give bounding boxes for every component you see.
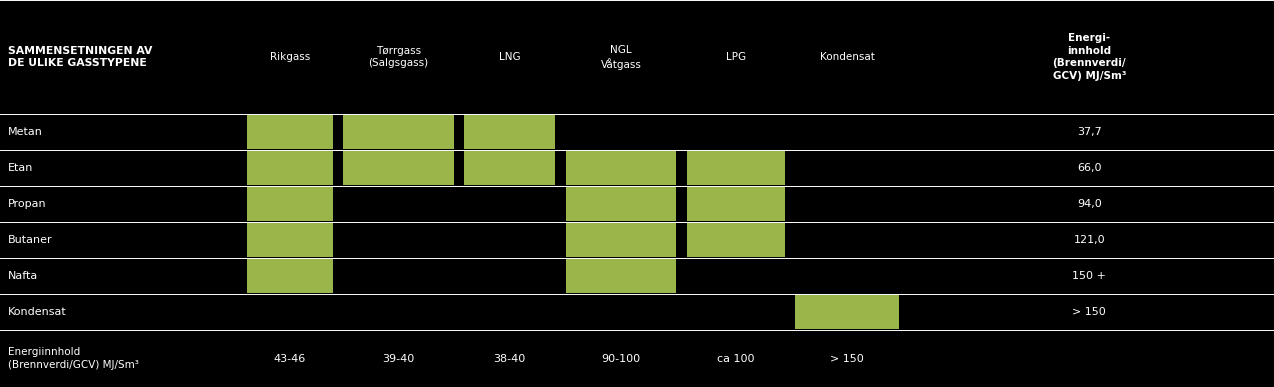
Text: NGL
Våtgass: NGL Våtgass bbox=[600, 45, 642, 70]
Text: 38-40: 38-40 bbox=[493, 354, 526, 363]
Bar bbox=[566, 223, 676, 257]
Bar bbox=[566, 187, 676, 221]
Bar bbox=[687, 223, 785, 257]
Text: Energi-
innhold
(Brennverdi/
GCV) MJ/Sm³: Energi- innhold (Brennverdi/ GCV) MJ/Sm³ bbox=[1052, 34, 1126, 80]
Bar bbox=[687, 151, 785, 185]
Text: LPG: LPG bbox=[726, 52, 745, 62]
Text: Kondensat: Kondensat bbox=[819, 52, 875, 62]
Text: SAMMENSETNINGEN AV
DE ULIKE GASSTYPENE: SAMMENSETNINGEN AV DE ULIKE GASSTYPENE bbox=[8, 46, 152, 68]
Text: 90-100: 90-100 bbox=[601, 354, 641, 363]
Text: 150 +: 150 + bbox=[1073, 271, 1106, 281]
Bar bbox=[464, 151, 555, 185]
Text: > 150: > 150 bbox=[831, 354, 864, 363]
Text: 37,7: 37,7 bbox=[1077, 127, 1102, 137]
Text: 39-40: 39-40 bbox=[382, 354, 414, 363]
Bar bbox=[247, 151, 333, 185]
Bar bbox=[247, 223, 333, 257]
Bar bbox=[566, 259, 676, 293]
Text: Metan: Metan bbox=[8, 127, 42, 137]
Text: 94,0: 94,0 bbox=[1077, 199, 1102, 209]
Bar bbox=[566, 151, 676, 185]
Text: Butaner: Butaner bbox=[8, 235, 52, 245]
Bar bbox=[343, 151, 454, 185]
Text: 66,0: 66,0 bbox=[1077, 163, 1102, 173]
Text: > 150: > 150 bbox=[1073, 307, 1106, 317]
Bar bbox=[247, 187, 333, 221]
Text: Rikgass: Rikgass bbox=[270, 52, 310, 62]
Text: Energiinnhold
(Brennverdi/GCV) MJ/Sm³: Energiinnhold (Brennverdi/GCV) MJ/Sm³ bbox=[8, 348, 139, 370]
Text: Nafta: Nafta bbox=[8, 271, 38, 281]
Text: Etan: Etan bbox=[8, 163, 33, 173]
Bar bbox=[464, 115, 555, 149]
Text: Kondensat: Kondensat bbox=[8, 307, 66, 317]
Text: Tørrgass
(Salgsgass): Tørrgass (Salgsgass) bbox=[368, 46, 428, 68]
Text: ca 100: ca 100 bbox=[717, 354, 754, 363]
Text: LNG: LNG bbox=[499, 52, 520, 62]
Text: 43-46: 43-46 bbox=[274, 354, 306, 363]
Bar bbox=[343, 115, 454, 149]
Bar bbox=[247, 115, 333, 149]
Bar bbox=[795, 295, 899, 329]
Text: 121,0: 121,0 bbox=[1074, 235, 1105, 245]
Bar bbox=[687, 187, 785, 221]
Text: Propan: Propan bbox=[8, 199, 46, 209]
Bar bbox=[247, 259, 333, 293]
